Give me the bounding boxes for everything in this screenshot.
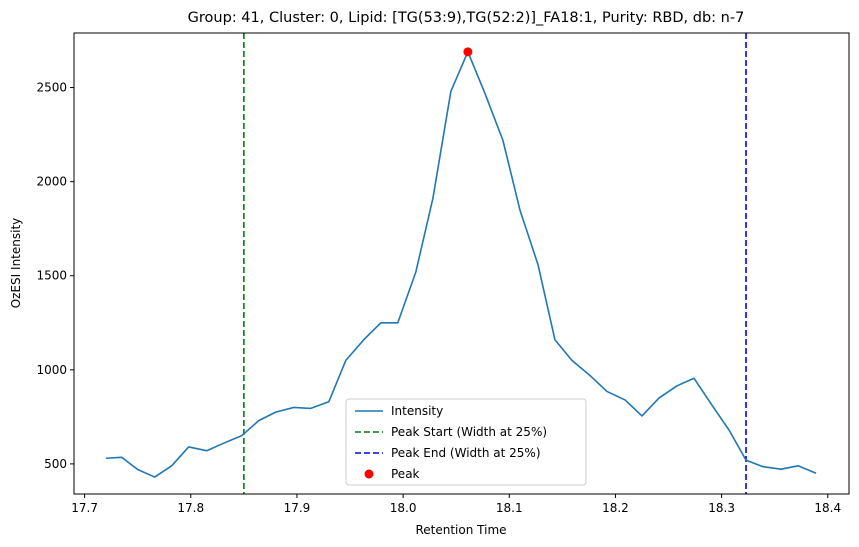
data-point <box>745 459 747 461</box>
data-point <box>188 446 190 448</box>
y-axis: 500 1000 1500 2000 2500 <box>36 81 74 471</box>
data-point <box>537 264 539 266</box>
data-point <box>345 360 347 362</box>
x-tick-label: 17.8 <box>177 501 204 515</box>
data-point <box>258 420 260 422</box>
x-axis-label: Retention Time <box>415 523 506 537</box>
y-tick-label: 2500 <box>36 81 67 95</box>
data-point <box>137 469 139 471</box>
data-point <box>762 466 764 468</box>
x-tick-label: 18.2 <box>602 501 629 515</box>
legend-label: Intensity <box>391 404 443 418</box>
y-axis-label: OzESI Intensity <box>9 218 23 309</box>
legend-item-peak: Peak <box>364 467 420 481</box>
x-tick-label: 18.4 <box>814 501 841 515</box>
data-point <box>589 375 591 377</box>
data-point <box>554 339 556 341</box>
data-point <box>293 407 295 409</box>
x-tick-label: 18.1 <box>496 501 523 515</box>
data-point <box>624 399 626 401</box>
legend: Intensity Peak Start (Width at 25%) Peak E… <box>345 398 587 486</box>
data-point <box>519 209 521 211</box>
data-point <box>171 465 173 467</box>
data-point <box>121 457 123 459</box>
legend-item-intensity: Intensity <box>355 404 443 418</box>
legend-label: Peak Start (Width at 25%) <box>391 425 547 439</box>
chart-title: Group: 41, Cluster: 0, Lipid: [TG(53:9),… <box>188 10 745 26</box>
series-line-intensity <box>105 51 817 478</box>
y-tick-label: 1500 <box>36 269 67 283</box>
legend-label: Peak <box>391 467 420 481</box>
data-point <box>606 391 608 393</box>
legend-swatch <box>364 469 374 479</box>
data-point <box>710 403 712 405</box>
data-point <box>658 397 660 399</box>
peak-marker <box>463 47 473 57</box>
data-point <box>780 468 782 470</box>
data-point <box>241 435 243 437</box>
data-point <box>397 322 399 324</box>
data-point <box>676 385 678 387</box>
data-point <box>450 91 452 93</box>
y-tick-label: 1000 <box>36 363 67 377</box>
legend-frame <box>345 398 587 486</box>
data-point <box>815 473 817 475</box>
legend-item-peak-end: Peak End (Width at 25%) <box>355 446 541 460</box>
data-point <box>797 465 799 467</box>
x-tick-label: 18.0 <box>390 501 417 515</box>
data-point <box>432 198 434 200</box>
data-point <box>728 429 730 431</box>
data-point <box>275 411 277 413</box>
x-tick-label: 18.3 <box>708 501 735 515</box>
y-tick-label: 2000 <box>36 175 67 189</box>
data-point <box>206 450 208 452</box>
data-point <box>380 322 382 324</box>
legend-label: Peak End (Width at 25%) <box>391 446 541 460</box>
data-point <box>328 401 330 403</box>
plot-area <box>105 33 817 494</box>
data-point <box>363 339 365 341</box>
data-point <box>223 442 225 444</box>
x-tick-label: 17.7 <box>71 501 98 515</box>
data-point <box>693 377 695 379</box>
y-tick-label: 500 <box>44 457 67 471</box>
legend-item-peak-start: Peak Start (Width at 25%) <box>355 425 547 439</box>
x-axis: 17.7 17.8 17.9 18.0 18.1 18.2 18.3 18.4 <box>71 494 841 515</box>
data-point <box>571 360 573 362</box>
data-point <box>484 92 486 94</box>
data-point <box>154 476 156 478</box>
plot-frame <box>73 32 850 495</box>
data-point <box>105 457 107 459</box>
data-point <box>502 139 504 141</box>
data-point <box>415 271 417 273</box>
data-point <box>641 415 643 417</box>
x-tick-label: 17.9 <box>284 501 311 515</box>
data-point <box>310 408 312 410</box>
